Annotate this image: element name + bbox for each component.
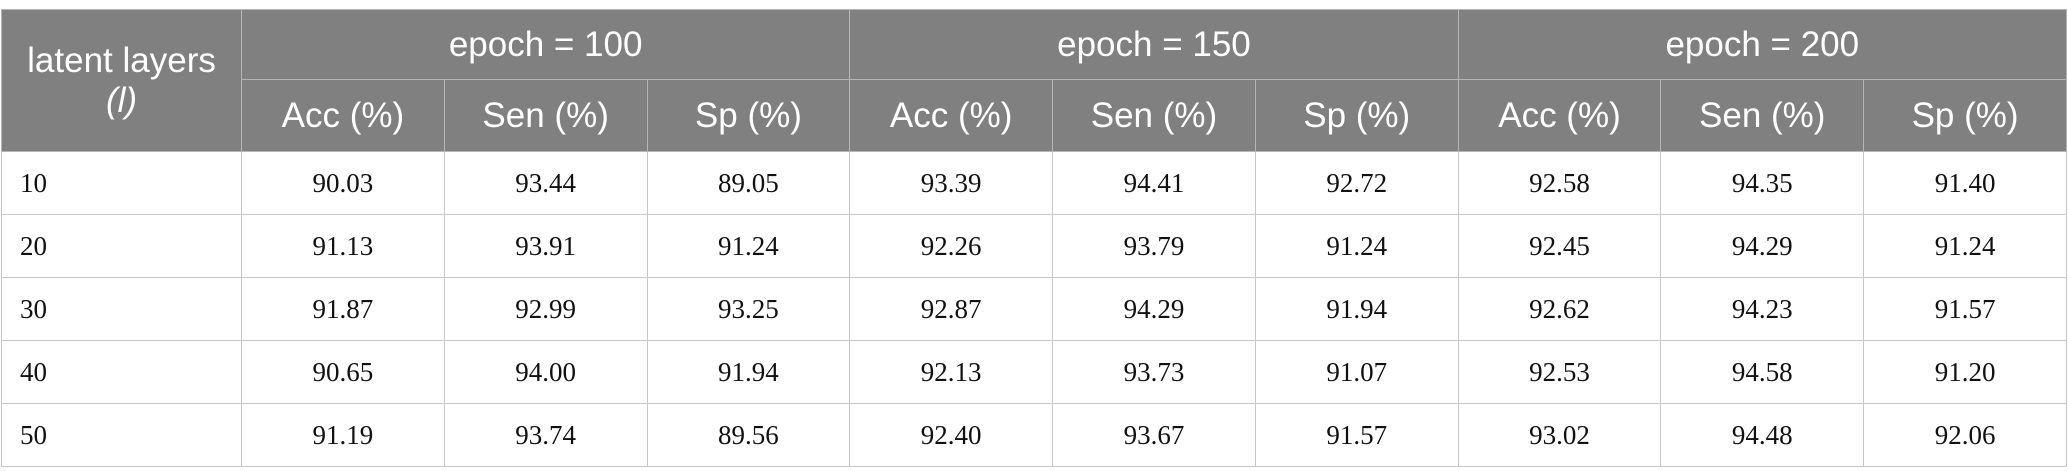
- cell: 89.05: [646, 151, 851, 215]
- cell: 91.40: [1863, 151, 2067, 215]
- cell: 93.67: [1052, 403, 1256, 467]
- group-header: epoch = 200: [1457, 9, 2068, 80]
- cell: 92.40: [849, 403, 1054, 467]
- cell: 94.48: [1660, 403, 1865, 467]
- header-row: latent layers (l) epoch = 100 epoch = 150 e…: [1, 9, 2068, 152]
- cell: 92.45: [1457, 214, 1662, 278]
- subheader-row: Acc (%) Sen (%) Sp (%) Acc (%) Sen (%) Sp (%)…: [2, 79, 2067, 152]
- cell: 92.58: [1457, 151, 1662, 215]
- cell: 92.53: [1457, 340, 1662, 404]
- column-header: Sen (%): [443, 79, 648, 152]
- results-table: latent layers (l) epoch = 100 epoch = 150 e…: [1, 9, 2068, 467]
- cell: 94.35: [1660, 151, 1865, 215]
- column-header: Acc (%): [1457, 79, 1662, 152]
- row-label: 50: [1, 403, 242, 467]
- cell: 89.56: [646, 403, 851, 467]
- row-label: 20: [1, 214, 242, 278]
- cell: 93.02: [1457, 403, 1662, 467]
- row-label: 30: [1, 277, 242, 341]
- cell: 90.65: [241, 340, 445, 404]
- cell: 92.99: [443, 277, 648, 341]
- cell: 92.87: [849, 277, 1054, 341]
- row-label: 40: [1, 340, 242, 404]
- cell: 92.62: [1457, 277, 1662, 341]
- table-head: latent layers (l) epoch = 100 epoch = 150 e…: [1, 9, 2068, 152]
- column-header: Sen (%): [1660, 79, 1865, 152]
- data-row: 20 91.13 93.91 91.24 92.26 93.79 91.24 92.45 94.…: [1, 214, 2067, 278]
- cell: 92.13: [849, 340, 1054, 404]
- column-header: Sen (%): [1052, 79, 1256, 152]
- cell: 93.74: [443, 403, 648, 467]
- column-header: Acc (%): [849, 79, 1054, 152]
- cell: 91.57: [1863, 277, 2067, 341]
- cell: 91.13: [241, 214, 445, 278]
- cell: 91.94: [646, 340, 851, 404]
- cell: 93.39: [849, 151, 1054, 215]
- cell: 90.03: [241, 151, 445, 215]
- data-row: 10 90.03 93.44 89.05 93.39 94.41 92.72 92.58 94.…: [1, 151, 2067, 215]
- cell: 92.72: [1254, 151, 1459, 215]
- cell: 94.29: [1660, 214, 1865, 278]
- table-body: 10 90.03 93.44 89.05 93.39 94.41 92.72 92.58 94.…: [1, 151, 2067, 467]
- group-header: epoch = 100: [240, 9, 851, 80]
- table-container: latent layers (l) epoch = 100 epoch = 150 e…: [1, 9, 2068, 467]
- corner-text: latent layers: [27, 40, 216, 80]
- cell: 91.57: [1254, 403, 1459, 467]
- cell: 94.41: [1052, 151, 1256, 215]
- data-row: 40 90.65 94.00 91.94 92.13 93.73 91.07 92.53 94.…: [1, 340, 2067, 404]
- cell: 91.24: [1863, 214, 2067, 278]
- cell: 92.06: [1863, 403, 2067, 467]
- cell: 93.44: [443, 151, 648, 215]
- column-header: Sp (%): [1254, 79, 1459, 152]
- cell: 93.91: [443, 214, 648, 278]
- cell: 91.94: [1254, 277, 1459, 341]
- cell: 94.29: [1052, 277, 1256, 341]
- column-header: Sp (%): [646, 79, 851, 152]
- cell: 93.25: [646, 277, 851, 341]
- cell: 91.19: [241, 403, 445, 467]
- cell: 93.79: [1052, 214, 1256, 278]
- corner-symbol: (l): [105, 80, 138, 120]
- row-label: 10: [1, 151, 242, 215]
- cell: 93.73: [1052, 340, 1256, 404]
- cell: 91.24: [1254, 214, 1459, 278]
- corner-header: latent layers (l): [1, 9, 242, 152]
- cell: 94.00: [443, 340, 648, 404]
- group-header: epoch = 150: [849, 9, 1459, 80]
- cell: 91.87: [241, 277, 445, 341]
- cell: 91.20: [1863, 340, 2067, 404]
- cell: 94.58: [1660, 340, 1865, 404]
- column-header: Sp (%): [1863, 79, 2067, 152]
- cell: 92.26: [849, 214, 1054, 278]
- column-header: Acc (%): [241, 79, 445, 152]
- cell: 94.23: [1660, 277, 1865, 341]
- cell: 91.24: [646, 214, 851, 278]
- data-row: 50 91.19 93.74 89.56 92.40 93.67 91.57 93.02 94.…: [1, 403, 2067, 467]
- data-row: 30 91.87 92.99 93.25 92.87 94.29 91.94 92.62 94.…: [1, 277, 2067, 341]
- cell: 91.07: [1254, 340, 1459, 404]
